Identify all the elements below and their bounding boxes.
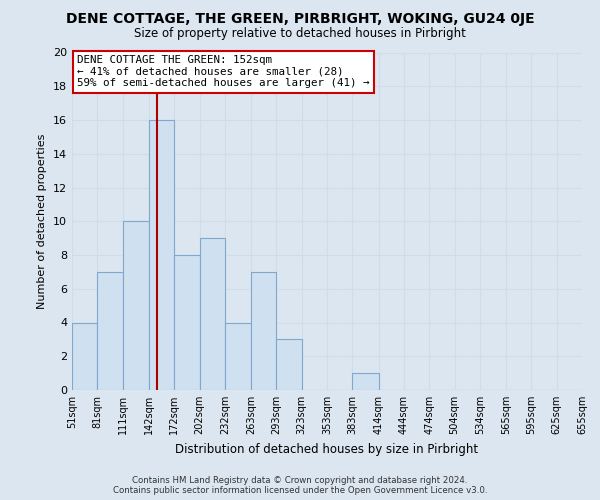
Text: Contains HM Land Registry data © Crown copyright and database right 2024.
Contai: Contains HM Land Registry data © Crown c… bbox=[113, 476, 487, 495]
Bar bbox=[174, 255, 199, 390]
X-axis label: Distribution of detached houses by size in Pirbright: Distribution of detached houses by size … bbox=[175, 442, 479, 456]
Bar bbox=[122, 221, 149, 390]
Bar bbox=[225, 322, 251, 390]
Text: DENE COTTAGE, THE GREEN, PIRBRIGHT, WOKING, GU24 0JE: DENE COTTAGE, THE GREEN, PIRBRIGHT, WOKI… bbox=[65, 12, 535, 26]
Bar bbox=[277, 340, 302, 390]
Y-axis label: Number of detached properties: Number of detached properties bbox=[37, 134, 47, 309]
Bar bbox=[149, 120, 174, 390]
Bar bbox=[251, 272, 277, 390]
Text: Size of property relative to detached houses in Pirbright: Size of property relative to detached ho… bbox=[134, 28, 466, 40]
Bar bbox=[352, 373, 379, 390]
Text: DENE COTTAGE THE GREEN: 152sqm
← 41% of detached houses are smaller (28)
59% of : DENE COTTAGE THE GREEN: 152sqm ← 41% of … bbox=[77, 55, 370, 88]
Bar bbox=[199, 238, 225, 390]
Bar bbox=[97, 272, 122, 390]
Bar bbox=[72, 322, 97, 390]
